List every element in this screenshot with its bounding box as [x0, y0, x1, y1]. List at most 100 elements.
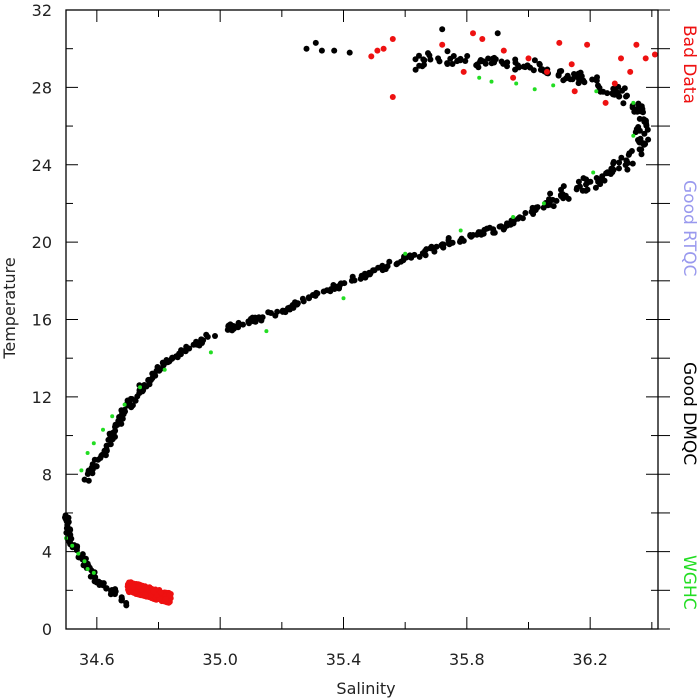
bad-data-point [544, 68, 550, 75]
x-tick-label: 36.2 [572, 650, 608, 669]
good-dmqc-point [450, 53, 457, 59]
good-dmqc-point [641, 130, 648, 137]
bad-data-point [130, 583, 137, 590]
good-dmqc-point [477, 229, 484, 236]
wghc-point [208, 350, 213, 355]
good-dmqc-point [115, 417, 122, 424]
good-dmqc-point [560, 183, 567, 190]
y-axis: 0 4 8 12 16 20 24 28 32 [32, 1, 670, 639]
good-dmqc-point [93, 463, 100, 470]
good-dmqc-point [589, 76, 596, 83]
good-dmqc-point [235, 321, 242, 328]
good-dmqc-point [111, 588, 118, 595]
wghc-point [541, 201, 546, 206]
good-dmqc-point [644, 126, 651, 133]
good-dmqc-point [622, 162, 629, 168]
good-dmqc-point [198, 336, 205, 343]
bad-data-point [389, 36, 396, 42]
good-dmqc-point [595, 82, 601, 89]
good-dmqc-point [152, 372, 159, 379]
wghc-point [91, 570, 96, 575]
wghc-point [82, 559, 87, 564]
good-dmqc-point [65, 530, 72, 537]
x-tick-label: 34.6 [79, 650, 115, 669]
good-dmqc-point [609, 90, 616, 97]
y-tick-label: 24 [32, 156, 52, 175]
wghc-point [341, 296, 346, 301]
x-tick-label: 35.8 [449, 650, 485, 669]
good-dmqc-point [327, 288, 334, 295]
good-dmqc-point [129, 396, 135, 402]
good-dmqc-point [584, 186, 591, 193]
good-dmqc-point [279, 308, 286, 315]
good-dmqc-point [536, 60, 543, 67]
bad-data-point [633, 41, 640, 48]
good-dmqc-point [439, 243, 446, 250]
wghc-point [514, 81, 519, 86]
legend-bad-data: Bad Data [679, 25, 699, 104]
good-dmqc-point [482, 60, 489, 67]
good-dmqc-point [623, 93, 629, 100]
good-dmqc-point [361, 270, 368, 277]
good-dmqc-point [629, 160, 636, 167]
good-dmqc-point [421, 61, 427, 68]
good-dmqc-point [444, 48, 451, 55]
bad-data-point [602, 99, 609, 106]
wghc-point [264, 329, 269, 334]
wghc-point [631, 100, 636, 105]
y-tick-label: 0 [42, 620, 52, 639]
good-dmqc-point [636, 127, 643, 134]
good-dmqc-point [635, 100, 642, 107]
good-dmqc-point [416, 62, 423, 69]
good-dmqc-point [118, 594, 125, 601]
good-dmqc-point [618, 154, 625, 161]
good-dmqc-point [412, 56, 419, 63]
good-dmqc-point [153, 367, 160, 374]
y-tick-label: 4 [42, 543, 52, 562]
wghc-point [551, 83, 556, 88]
y-tick-label: 28 [32, 78, 52, 97]
good-dmqc-point [250, 315, 257, 322]
good-dmqc-point [400, 257, 407, 264]
good-dmqc-point [224, 326, 231, 333]
good-dmqc-point [504, 220, 510, 227]
good-dmqc-point [84, 471, 91, 477]
good-dmqc-point [449, 239, 456, 246]
good-dmqc-point [604, 169, 611, 176]
bad-data-point [627, 68, 634, 75]
good-dmqc-point [97, 455, 104, 461]
good-dmqc-point [491, 54, 498, 61]
good-dmqc-point [313, 289, 320, 296]
good-dmqc-point [123, 600, 130, 606]
good-dmqc-point [76, 554, 83, 561]
good-dmqc-point [601, 177, 608, 184]
good-dmqc-point [555, 71, 562, 78]
bad-data-point [157, 589, 164, 596]
wghc-point [110, 414, 115, 419]
y-tick-label: 12 [32, 388, 52, 407]
bad-data-point [380, 45, 387, 52]
good-dmqc-point [331, 47, 338, 54]
good-dmqc-point [346, 49, 353, 56]
wghc-point [85, 451, 90, 455]
wghc-point [591, 170, 596, 175]
good-dmqc-point [255, 314, 262, 321]
wghc-point [122, 402, 127, 407]
bad-data-point [500, 47, 507, 54]
good-dmqc-point [460, 237, 467, 244]
good-dmqc-point [160, 362, 167, 369]
good-dmqc-point [491, 229, 498, 236]
good-dmqc-point [449, 61, 456, 67]
bad-data-point [389, 94, 396, 100]
y-tick-label: 8 [42, 465, 52, 484]
good-dmqc-point [112, 427, 119, 434]
y-tick-label: 20 [32, 233, 52, 252]
wghc-point [489, 79, 494, 84]
good-dmqc-point [386, 258, 393, 265]
good-dmqc-point [636, 115, 643, 122]
good-dmqc-point [103, 446, 110, 453]
good-dmqc-point [122, 408, 128, 415]
good-dmqc-point [512, 66, 519, 73]
good-dmqc-point [593, 77, 600, 84]
good-dmqc-point [181, 347, 188, 354]
